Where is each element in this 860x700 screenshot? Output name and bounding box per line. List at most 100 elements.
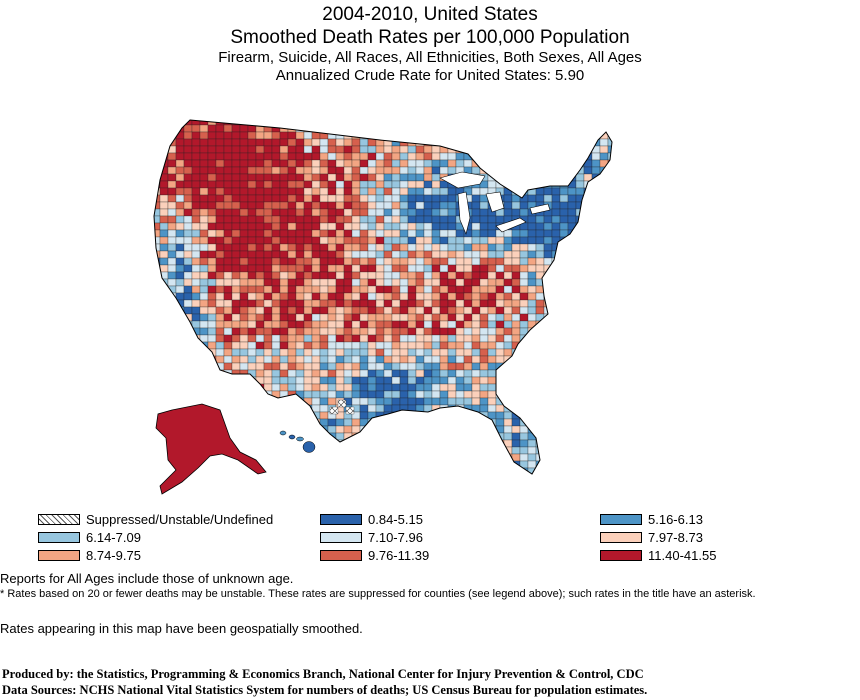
county-cell [455,369,465,378]
county-cell [543,145,553,154]
county-cell [247,397,257,406]
county-cell [471,131,481,140]
county-cell [439,453,449,462]
county-cell [207,285,217,294]
county-cell [383,285,393,294]
county-cell [447,327,457,336]
county-cell [287,215,297,224]
county-cell [239,222,249,231]
county-cell [154,383,161,392]
county-cell [559,250,569,259]
county-cell [207,152,217,161]
county-cell [154,166,161,175]
county-cell [455,425,465,434]
county-cell [463,425,473,434]
county-cell [399,460,409,469]
county-cell [391,299,401,308]
county-cell [263,194,273,203]
county-cell [311,159,321,168]
county-cell [527,264,537,273]
county-cell [527,131,537,140]
county-cell [591,432,601,441]
county-cell [287,236,297,245]
county-cell [471,152,481,161]
county-cell [311,460,321,469]
county-cell [255,439,265,448]
county-cell [511,460,521,469]
county-cell [295,369,305,378]
county-cell [599,222,609,231]
county-cell [207,467,217,474]
county-cell [607,229,612,238]
county-cell [255,453,265,462]
county-cell [367,166,377,175]
county-cell [247,145,257,154]
county-cell [367,180,377,189]
county-cell [599,432,609,441]
county-cell [551,285,561,294]
county-cell [528,475,536,482]
county-cell [319,285,329,294]
county-cell [567,145,577,154]
county-cell [431,348,441,357]
county-cell [472,475,480,482]
county-cell [471,201,481,210]
county-cell [255,145,265,154]
county-cell [192,475,200,482]
county-cell [351,159,361,168]
county-cell [511,390,521,399]
county-cell [535,222,545,231]
county-cell [423,271,433,280]
county-cell [503,425,513,434]
county-cell [591,131,601,140]
county-cell [607,271,612,280]
county-cell [391,124,401,133]
county-cell [495,383,505,392]
county-cell [231,271,241,280]
county-cell [319,327,329,336]
county-cell [231,418,241,427]
county-cell [551,138,561,147]
county-cell [311,222,321,231]
county-cell [303,159,313,168]
county-cell [559,397,569,406]
county-cell [311,383,321,392]
county-cell [511,257,521,266]
county-cell [199,355,209,364]
county-cell [247,432,257,441]
county-cell [335,453,345,462]
map-title-block: 2004-2010, United States Smoothed Death … [0,4,860,85]
county-cell [487,292,497,301]
county-cell [463,397,473,406]
county-cell [255,120,265,126]
county-cell [367,439,377,448]
county-cell [327,180,337,189]
county-cell [543,334,553,343]
county-cell [423,201,433,210]
county-cell [207,257,217,266]
county-cell [471,425,481,434]
county-cell [447,299,457,308]
county-cell [208,475,216,482]
county-cell [231,166,241,175]
county-cell [351,446,361,455]
county-cell [375,439,385,448]
county-cell [495,355,505,364]
county-cell [295,446,305,455]
county-cell [551,453,561,462]
county-cell [431,236,441,245]
county-cell [295,299,305,308]
county-cell [303,369,313,378]
county-cell [383,120,393,126]
county-cell [327,439,337,448]
county-cell [535,355,545,364]
county-cell [154,306,161,315]
county-cell [351,383,361,392]
county-cell [271,201,281,210]
county-cell [216,475,224,482]
county-cell [199,467,209,474]
county-cell [343,348,353,357]
county-cell [407,166,417,175]
county-cell [255,229,265,238]
